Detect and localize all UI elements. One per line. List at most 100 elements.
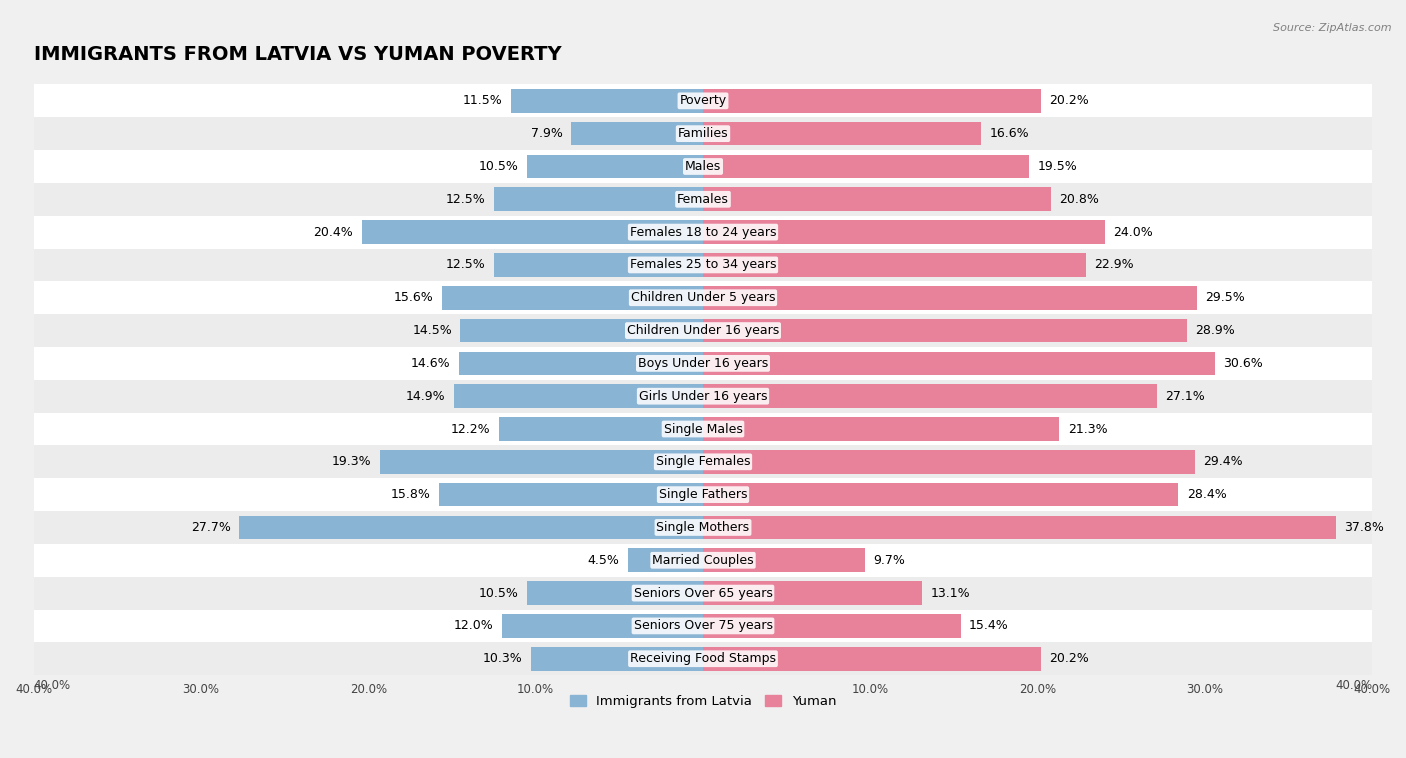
Bar [361,221,703,244]
Bar [439,483,703,506]
Text: 40.0%: 40.0% [34,679,70,692]
Text: 10.5%: 10.5% [479,587,519,600]
Text: 21.3%: 21.3% [1067,422,1108,436]
Text: Males: Males [685,160,721,173]
Bar [499,417,703,441]
Text: Females: Females [678,193,728,205]
Bar [510,89,703,113]
Bar [703,450,1195,474]
Text: 15.6%: 15.6% [394,291,433,304]
Bar [703,319,1187,343]
Text: 15.8%: 15.8% [391,488,430,501]
Text: 20.2%: 20.2% [1049,94,1090,108]
Bar [34,117,1372,150]
Text: Boys Under 16 years: Boys Under 16 years [638,357,768,370]
Text: 19.5%: 19.5% [1038,160,1077,173]
Text: 14.6%: 14.6% [411,357,450,370]
Bar [34,249,1372,281]
Bar [627,549,703,572]
Text: Single Mothers: Single Mothers [657,521,749,534]
Bar [703,549,865,572]
Text: Seniors Over 65 years: Seniors Over 65 years [634,587,772,600]
Text: Source: ZipAtlas.com: Source: ZipAtlas.com [1274,23,1392,33]
Bar [703,286,1197,309]
Text: Families: Families [678,127,728,140]
Text: Single Females: Single Females [655,456,751,468]
Text: 20.2%: 20.2% [1049,652,1090,666]
Bar [34,478,1372,511]
Text: Receiving Food Stamps: Receiving Food Stamps [630,652,776,666]
Text: 29.4%: 29.4% [1204,456,1243,468]
Text: 12.0%: 12.0% [454,619,494,632]
Text: 9.7%: 9.7% [873,554,905,567]
Bar [703,253,1087,277]
Bar [527,155,703,178]
Text: Single Males: Single Males [664,422,742,436]
Text: 30.6%: 30.6% [1223,357,1263,370]
Text: 27.1%: 27.1% [1166,390,1205,402]
Text: 10.3%: 10.3% [482,652,522,666]
Bar [527,581,703,605]
Text: 27.7%: 27.7% [191,521,231,534]
Text: 14.9%: 14.9% [406,390,446,402]
Text: 12.2%: 12.2% [451,422,491,436]
Text: 28.9%: 28.9% [1195,324,1234,337]
Text: 20.8%: 20.8% [1060,193,1099,205]
Text: 12.5%: 12.5% [446,258,485,271]
Bar [703,352,1215,375]
Text: Poverty: Poverty [679,94,727,108]
Bar [703,187,1052,211]
Text: Females 18 to 24 years: Females 18 to 24 years [630,226,776,239]
Bar [703,384,1157,408]
Text: Children Under 16 years: Children Under 16 years [627,324,779,337]
Bar [34,183,1372,216]
Bar [460,319,703,343]
Text: 10.5%: 10.5% [479,160,519,173]
Bar [34,84,1372,117]
Legend: Immigrants from Latvia, Yuman: Immigrants from Latvia, Yuman [565,690,841,713]
Text: 28.4%: 28.4% [1187,488,1226,501]
Text: Single Fathers: Single Fathers [659,488,747,501]
Text: 24.0%: 24.0% [1114,226,1153,239]
Bar [530,647,703,671]
Bar [34,642,1372,675]
Text: 20.4%: 20.4% [314,226,353,239]
Bar [494,187,703,211]
Text: Married Couples: Married Couples [652,554,754,567]
Bar [34,216,1372,249]
Bar [34,380,1372,412]
Bar [34,412,1372,446]
Text: Girls Under 16 years: Girls Under 16 years [638,390,768,402]
Bar [703,89,1040,113]
Text: IMMIGRANTS FROM LATVIA VS YUMAN POVERTY: IMMIGRANTS FROM LATVIA VS YUMAN POVERTY [34,45,561,64]
Bar [703,155,1029,178]
Bar [703,122,981,146]
Bar [239,515,703,539]
Bar [494,253,703,277]
Bar [380,450,703,474]
Bar [703,581,922,605]
Text: 22.9%: 22.9% [1095,258,1135,271]
Bar [34,314,1372,347]
Text: 7.9%: 7.9% [530,127,562,140]
Bar [34,544,1372,577]
Text: 15.4%: 15.4% [969,619,1010,632]
Text: 12.5%: 12.5% [446,193,485,205]
Bar [34,347,1372,380]
Bar [703,483,1178,506]
Bar [703,221,1105,244]
Bar [458,352,703,375]
Bar [34,577,1372,609]
Bar [703,417,1060,441]
Text: 13.1%: 13.1% [931,587,970,600]
Text: 37.8%: 37.8% [1344,521,1384,534]
Bar [454,384,703,408]
Text: 29.5%: 29.5% [1205,291,1244,304]
Bar [34,446,1372,478]
Text: Children Under 5 years: Children Under 5 years [631,291,775,304]
Text: Females 25 to 34 years: Females 25 to 34 years [630,258,776,271]
Text: 19.3%: 19.3% [332,456,371,468]
Bar [34,150,1372,183]
Bar [34,511,1372,544]
Text: 4.5%: 4.5% [588,554,619,567]
